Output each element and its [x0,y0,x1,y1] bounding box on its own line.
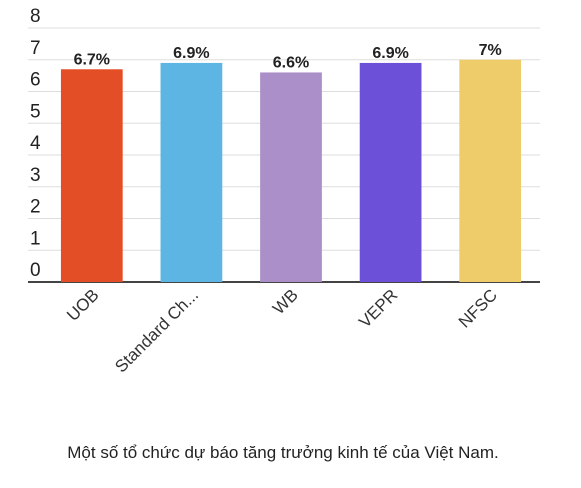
y-tick-label: 4 [30,133,41,154]
x-tick-label: Standard Ch... [111,285,202,376]
value-label: 6.9% [173,45,209,62]
value-label: 7% [479,42,502,59]
y-tick-label: 7 [30,38,41,59]
y-tick-label: 2 [30,197,41,218]
value-label: 6.7% [74,51,110,68]
y-tick-label: 3 [30,165,41,186]
x-tick-label: NFSC [455,285,501,331]
bar [459,59,522,282]
value-label: 6.9% [372,45,408,62]
bar [260,72,322,282]
x-tick-label: WB [269,285,302,318]
bar [359,62,422,282]
x-tick-label: UOB [63,285,102,324]
y-tick-label: 8 [30,6,41,27]
y-tick-label: 6 [30,70,41,91]
y-tick-label: 1 [30,228,41,249]
bar [160,62,223,282]
value-label: 6.6% [273,54,309,71]
caption: Một số tổ chức dự báo tăng trưởng kinh t… [67,443,498,462]
bar [60,69,123,283]
x-tick-label: VEPR [355,285,401,331]
y-tick-label: 0 [30,260,41,281]
y-tick-label: 5 [30,101,41,122]
